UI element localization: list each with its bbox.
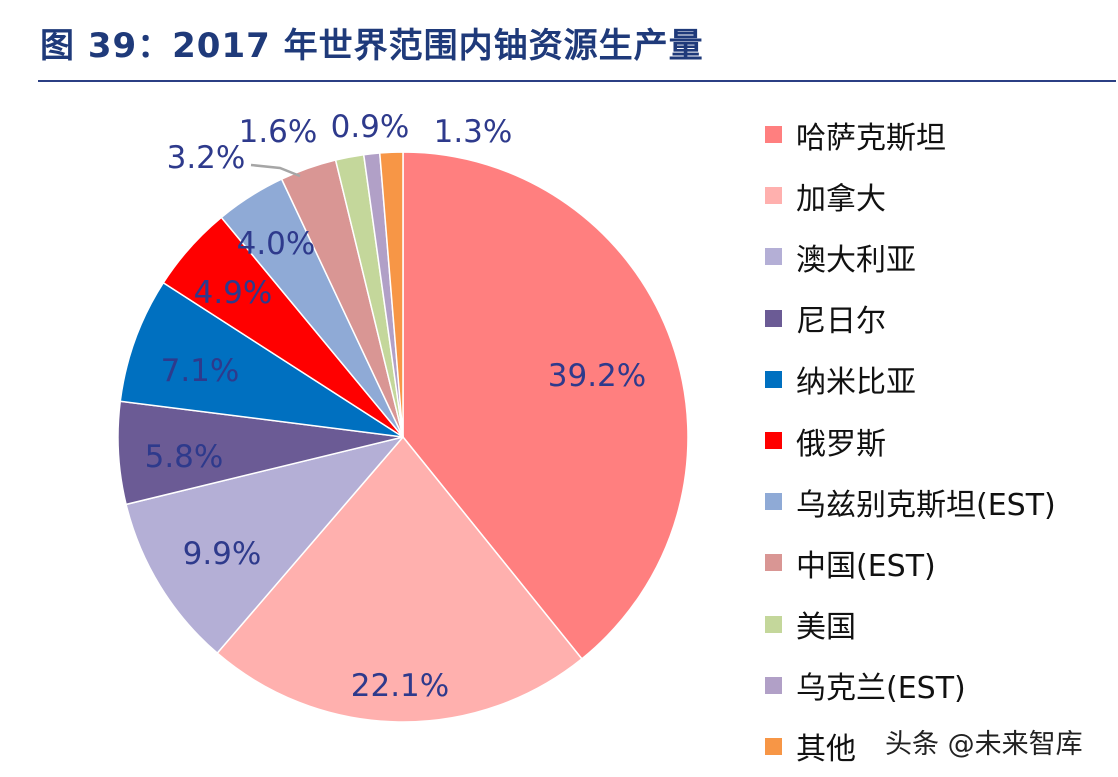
slice-label-8: 3.2%	[167, 140, 246, 176]
legend-label: 中国(EST)	[796, 548, 936, 584]
legend-label: 哈萨克斯坦	[796, 120, 946, 156]
slice-label-6: 4.9%	[194, 275, 273, 311]
legend-label: 加拿大	[796, 181, 886, 217]
pie-slice-2	[216, 436, 583, 723]
legend-swatch	[765, 370, 782, 388]
legend-swatch	[765, 248, 782, 266]
legend-item: 尼日尔	[765, 288, 1056, 349]
slice-label-5: 7.1%	[161, 353, 240, 389]
legend-swatch	[765, 737, 782, 755]
slice-labels: 39.2% 22.1% 9.9% 5.8% 7.1% 4.9% 4.0% 3.2%1.6% 0.…	[145, 109, 647, 704]
legend-item: 其他	[765, 716, 1056, 777]
pie-slice-1	[402, 151, 689, 660]
slice-label-10: 0.9%	[331, 109, 410, 145]
legend-item: 加拿大	[765, 165, 1056, 226]
legend-swatch	[765, 309, 782, 327]
legend-swatch	[765, 432, 782, 450]
title-underline	[38, 80, 1116, 82]
legend-label: 俄罗斯	[796, 426, 886, 462]
pie-slice-11	[379, 151, 404, 438]
legend-item: 中国(EST)	[765, 532, 1056, 593]
legend-label: 尼日尔	[796, 304, 886, 340]
legend-label: 美国	[796, 610, 856, 646]
chart-legend: 哈萨克斯坦加拿大澳大利亚尼日尔纳米比亚俄罗斯乌兹别克斯坦(EST) 中国(EST)…	[765, 104, 1056, 777]
legend-item: 纳米比亚	[765, 349, 1056, 410]
legend-item: 哈萨克斯坦	[765, 104, 1056, 165]
leader-lines	[250, 163, 301, 178]
legend-item: 乌克兰(EST)	[765, 655, 1056, 716]
legend-label: 澳大利亚	[796, 242, 916, 278]
slice-label-9: 1.6%	[239, 114, 318, 150]
slice-label-4: 5.8%	[145, 439, 224, 475]
legend-item: 俄罗斯	[765, 410, 1056, 471]
legend-item: 美国	[765, 594, 1056, 655]
pie-slice-3	[125, 436, 404, 654]
legend-label: 其他	[796, 732, 856, 768]
legend-item: 乌兹别克斯坦(EST)	[765, 471, 1056, 532]
watermark: 头条 @未来智库	[885, 729, 1083, 760]
legend-item: 澳大利亚	[765, 226, 1056, 287]
legend-label: 乌克兰(EST)	[796, 671, 966, 707]
leader-line-8	[250, 163, 301, 178]
pie-chart: 39.2% 22.1% 9.9% 5.8% 7.1% 4.9% 4.0% 3.2%1.6% 0.…	[117, 109, 689, 723]
chart-title: 图 39：2017 年世界范围内铀资源生产量	[40, 26, 704, 66]
legend-swatch	[765, 554, 782, 572]
slice-label-1: 39.2%	[548, 358, 646, 394]
legend-swatch	[765, 493, 782, 511]
legend-swatch	[765, 126, 782, 144]
legend-swatch	[765, 187, 782, 205]
legend-label: 乌兹别克斯坦(EST)	[796, 487, 1056, 523]
pie-slices	[117, 151, 689, 723]
legend-swatch	[765, 615, 782, 633]
slice-label-3: 9.9%	[183, 536, 262, 572]
slice-label-2: 22.1%	[351, 668, 449, 704]
slice-label-11: 1.3%	[434, 114, 513, 150]
legend-swatch	[765, 676, 782, 694]
slice-label-7: 4.0%	[237, 226, 316, 262]
pie-slice-5	[119, 282, 404, 438]
legend-label: 纳米比亚	[796, 365, 916, 401]
